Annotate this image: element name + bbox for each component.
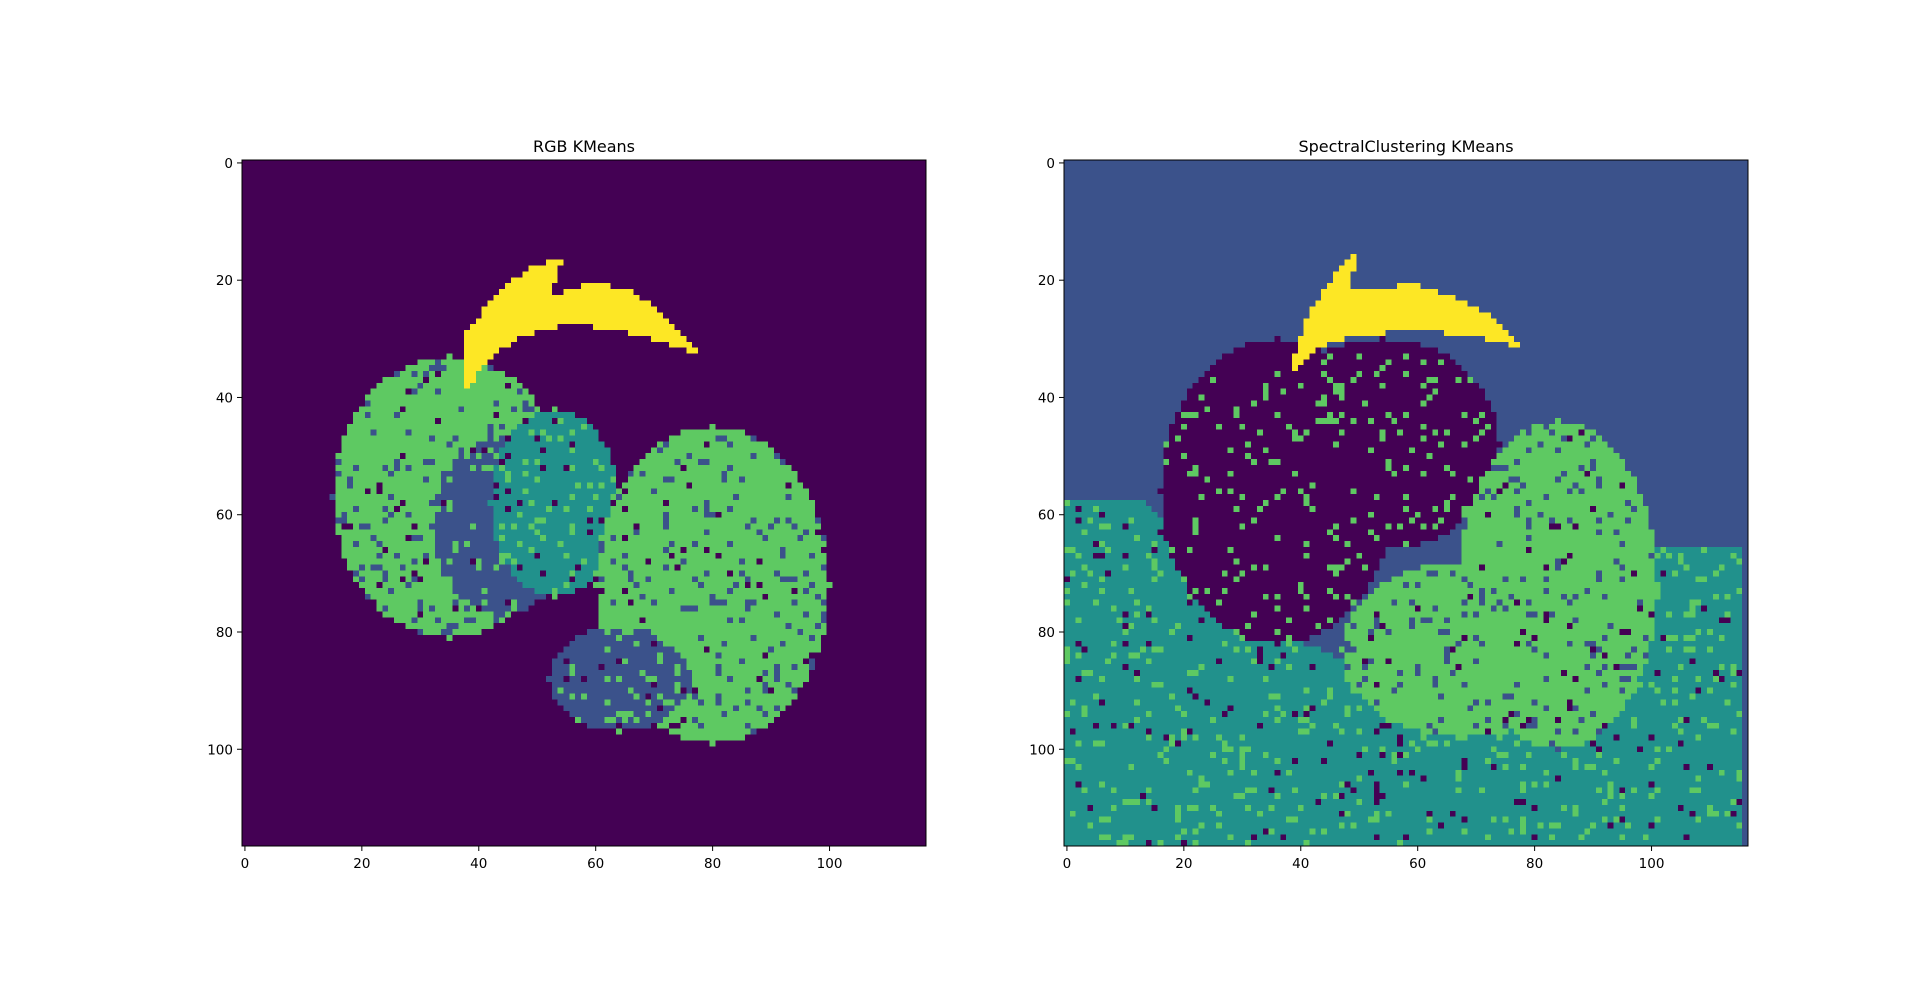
chart-title: SpectralClustering KMeans [1298, 137, 1513, 156]
axes-frame [1063, 159, 1749, 847]
y-tick-label: 100 [207, 742, 233, 758]
x-tick-label: 60 [587, 856, 604, 872]
y-tick-label: 0 [224, 156, 233, 172]
x-tick-label: 80 [704, 856, 721, 872]
y-tick-label: 80 [1038, 625, 1055, 641]
x-tick-label: 100 [1639, 856, 1665, 872]
y-tick-label: 60 [1038, 508, 1055, 524]
x-tick-label: 0 [1063, 856, 1072, 872]
cluster-image [1064, 160, 1748, 846]
chart-title: RGB KMeans [533, 137, 635, 156]
x-tick-label: 80 [1526, 856, 1543, 872]
y-tick-label: 40 [216, 390, 233, 406]
x-tick-label: 40 [470, 856, 487, 872]
cluster-image [242, 160, 926, 846]
x-tick-label: 100 [817, 856, 843, 872]
y-tick-label: 80 [216, 625, 233, 641]
y-tick-label: 100 [1029, 742, 1055, 758]
x-tick-label: 0 [241, 856, 250, 872]
rgb-kmeans-chart: 0 20 40 60 80 100 0 20 40 60 80 100 RGB KMeans [207, 137, 927, 872]
spectral-clustering-kmeans-chart: 0 20 40 60 80 100 0 20 40 60 80 100 SpectralClusteri… [1029, 137, 1749, 872]
x-tick-label: 20 [1175, 856, 1192, 872]
y-tick-label: 20 [1038, 273, 1055, 289]
x-tick-label: 40 [1292, 856, 1309, 872]
axes-frame [241, 159, 927, 847]
y-tick-label: 0 [1046, 156, 1055, 172]
x-tick-label: 20 [353, 856, 370, 872]
y-tick-label: 20 [216, 273, 233, 289]
y-tick-label: 40 [1038, 390, 1055, 406]
y-tick-label: 60 [216, 508, 233, 524]
x-tick-label: 60 [1409, 856, 1426, 872]
